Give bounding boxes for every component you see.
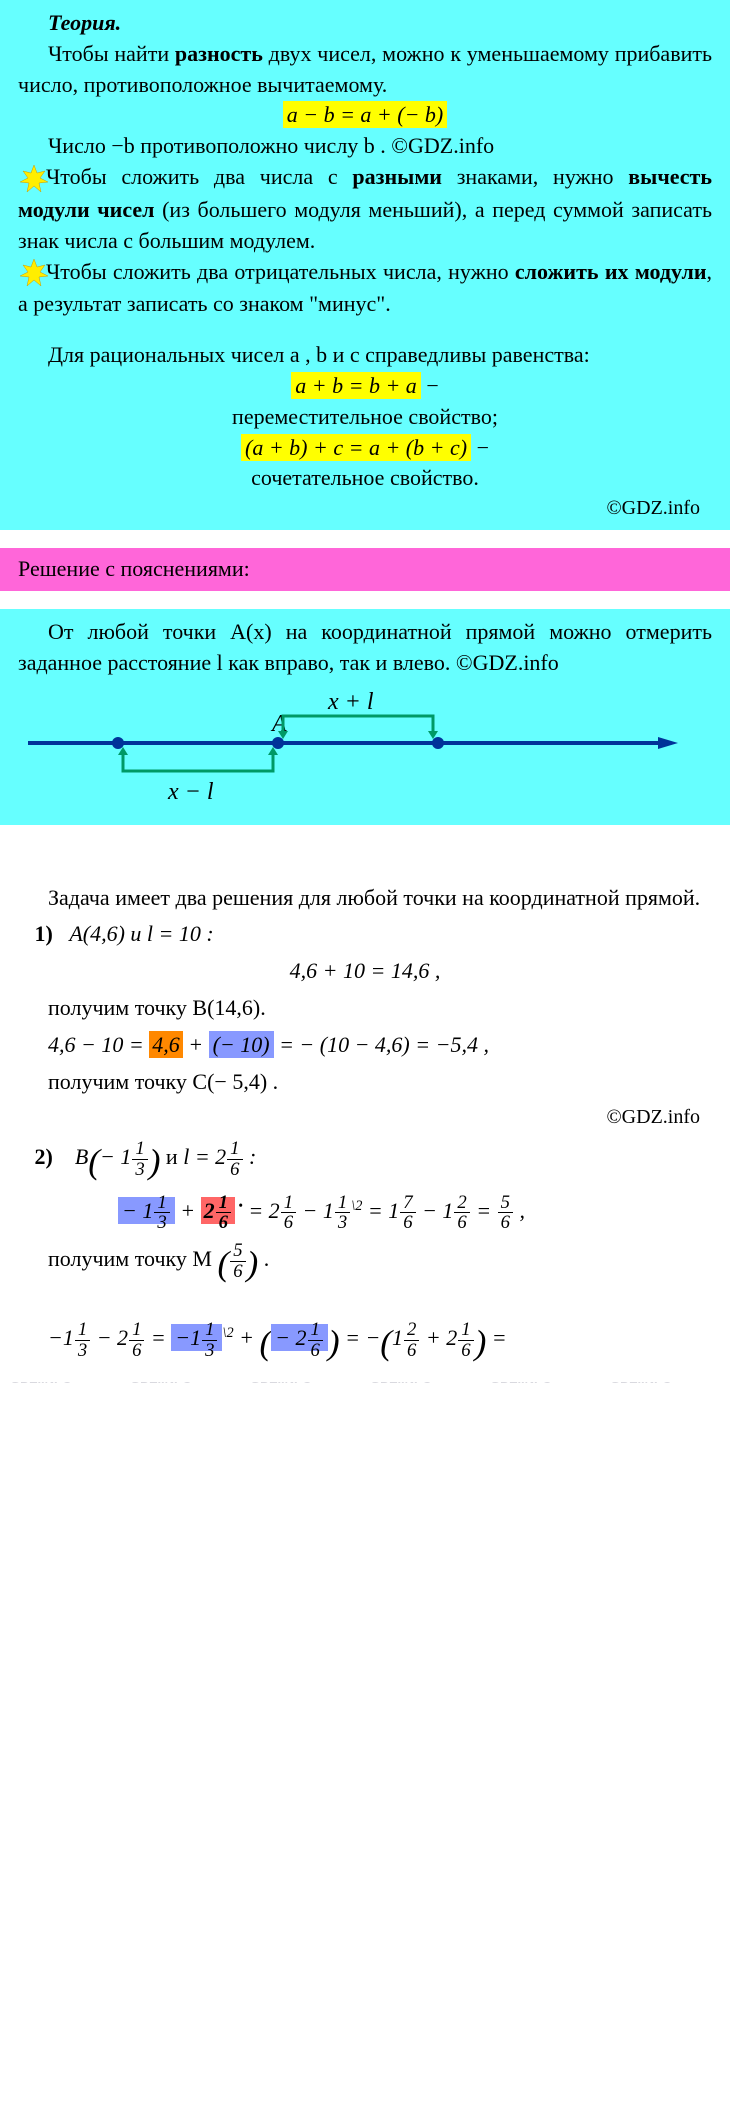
theory-p1: Чтобы найти разность двух чисел, можно к… xyxy=(18,39,712,101)
theory-p3: Чтобы сложить два числа с разными знакам… xyxy=(18,162,712,257)
theory-p2: Число −b противоположно числу b . ©GDZ.i… xyxy=(18,131,712,162)
copyright: ©GDZ.info xyxy=(18,1103,712,1131)
item-1-res1: получим точку B(14,6). xyxy=(18,993,712,1024)
label-xminus: x − l xyxy=(167,779,214,805)
formula-assoc: (a + b) + c = a + (b + c) − xyxy=(18,433,712,464)
solution-section: Задача имеет два решения для любой точки… xyxy=(0,825,730,1382)
theory-title: Теория. xyxy=(48,10,121,35)
item-1-calc1: 4,6 + 10 = 14,6 , xyxy=(18,956,712,987)
solution-intro: Задача имеет два решения для любой точки… xyxy=(18,883,712,914)
item-1-calc2: 4,6 − 10 = 4,6 + (− 10) = − (10 − 4,6) =… xyxy=(18,1030,712,1061)
item-1-res2: получим точку C(− 5,4) . xyxy=(18,1067,712,1098)
copyright: ©GDZ.info xyxy=(18,494,712,522)
last-line: −113 − 216 = −113\2 + (− 216) = −(126 + … xyxy=(18,1318,712,1367)
formula-comm: a + b = b + a − xyxy=(18,371,712,402)
item-2: 2) B(− 113) и l = 216 : xyxy=(18,1137,712,1186)
number-line-diagram: A x + l x − l xyxy=(18,683,712,813)
label-xplus: x + l xyxy=(327,689,374,715)
theory-p4: Чтобы сложить два отрицательных числа, н… xyxy=(18,257,712,321)
item-2-calc: − 113 + 216 • = 216 − 113\2 = 176 − 126 … xyxy=(18,1193,712,1233)
formula-ab: a − b = a + (− b) xyxy=(18,100,712,131)
formula-assoc-label: сочетательное свойство. xyxy=(18,463,712,494)
explanation-section: От любой точки A(x) на координатной прям… xyxy=(0,609,730,825)
solution-header: Решение с пояснениями: xyxy=(0,548,730,591)
theory-p5: Для рациональных чисел a , b и c справед… xyxy=(18,340,712,371)
explanation-text: От любой точки A(x) на координатной прям… xyxy=(18,617,712,679)
number-line-svg: A x + l x − l xyxy=(18,683,712,813)
formula-comm-label: переместительное свойство; xyxy=(18,402,712,433)
item-1: 1) A(4,6) и l = 10 : xyxy=(18,919,712,950)
theory-section: Теория. Чтобы найти разность двух чисел,… xyxy=(0,0,730,530)
item-2-res: получим точку M (56) . xyxy=(18,1239,712,1288)
